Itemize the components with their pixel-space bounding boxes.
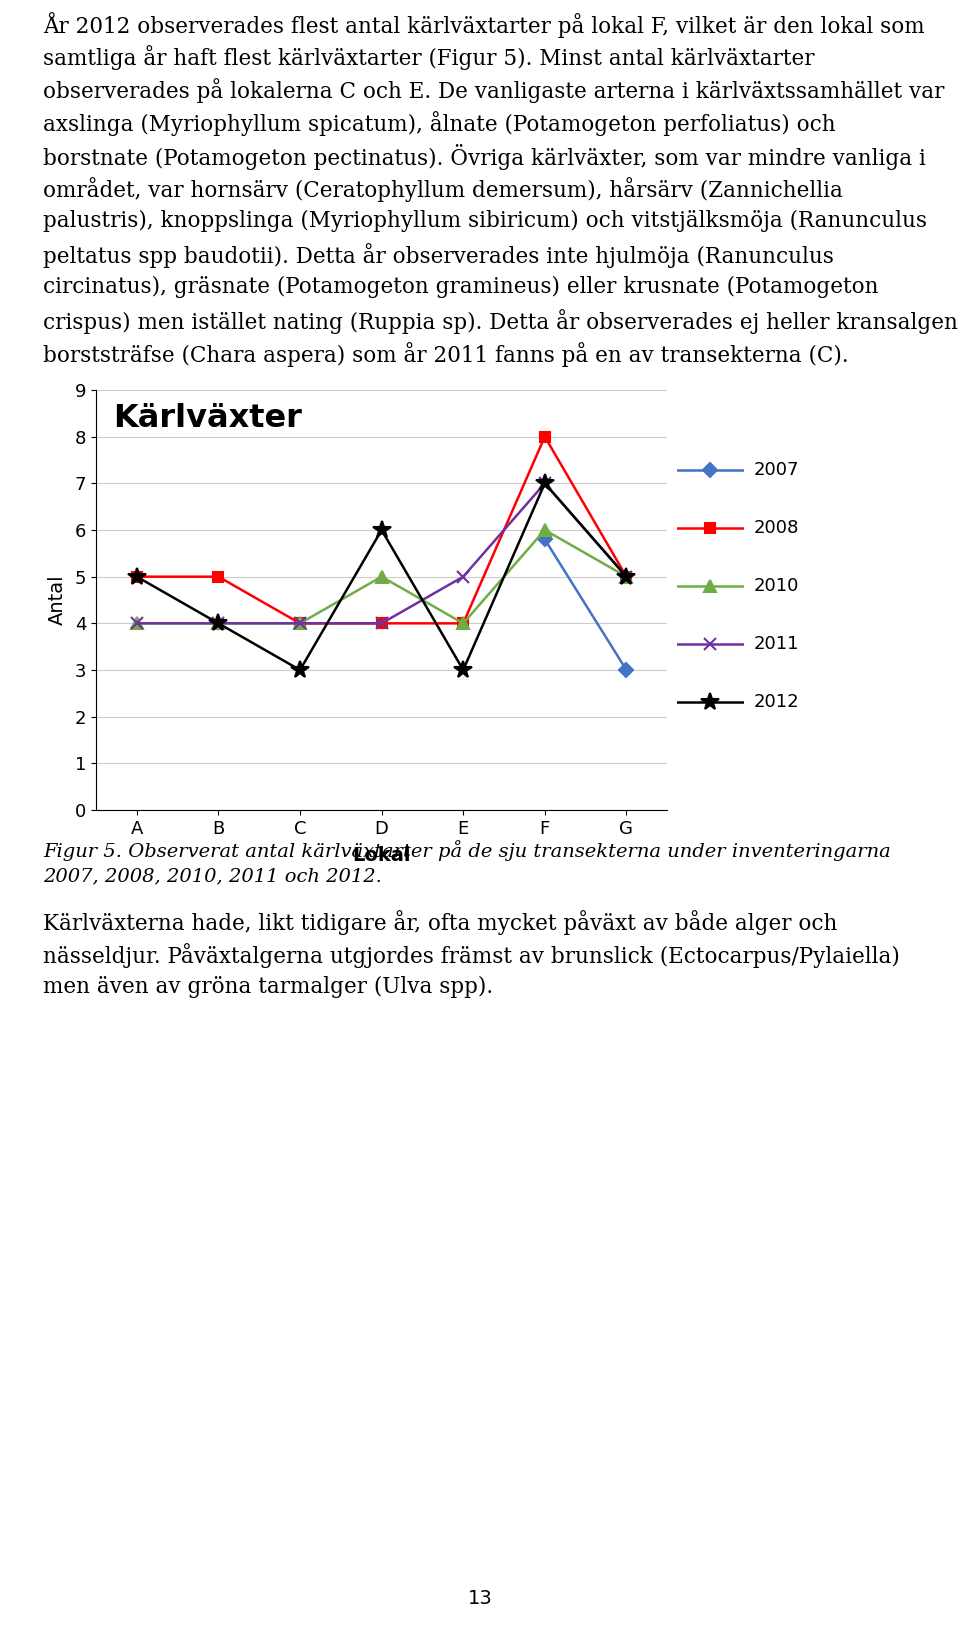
Text: palustris), knoppslinga (Myriophyllum sibiricum) och vitstjälksmöja (Ranunculus: palustris), knoppslinga (Myriophyllum si… [43, 210, 927, 231]
Text: 2010: 2010 [754, 577, 799, 595]
Text: borststräfse (Chara aspera) som år 2011 fanns på en av transekterna (C).: borststräfse (Chara aspera) som år 2011 … [43, 342, 849, 367]
Text: 2007: 2007 [754, 461, 799, 479]
Text: Figur 5. Observerat antal kärlväxtarter på de sju transekterna under inventering: Figur 5. Observerat antal kärlväxtarter … [43, 841, 891, 862]
Text: circinatus), gräsnate (Potamogeton gramineus) eller krusnate (Potamogeton: circinatus), gräsnate (Potamogeton grami… [43, 275, 878, 298]
Y-axis label: Antal: Antal [47, 575, 66, 626]
Text: området, var hornsärv (Ceratophyllum demersum), hårsärv (Zannichellia: området, var hornsärv (Ceratophyllum dem… [43, 178, 843, 202]
Text: 2008: 2008 [754, 520, 799, 538]
Text: nässeldjur. Påväxtalgerna utgjordes främst av brunslick (Ectocarpus/Pylaiella): nässeldjur. Påväxtalgerna utgjordes främ… [43, 943, 900, 968]
Text: År 2012 observerades flest antal kärlväxtarter på lokal F, vilket är den lokal s: År 2012 observerades flest antal kärlväx… [43, 11, 924, 37]
Text: Kärlväxterna hade, likt tidigare år, ofta mycket påväxt av både alger och: Kärlväxterna hade, likt tidigare år, oft… [43, 911, 837, 935]
Text: 2011: 2011 [754, 635, 799, 653]
X-axis label: Lokal: Lokal [352, 845, 411, 865]
Text: 2007, 2008, 2010, 2011 och 2012.: 2007, 2008, 2010, 2011 och 2012. [43, 867, 382, 885]
Text: axslinga (Myriophyllum spicatum), ålnate (Potamogeton perfoliatus) och: axslinga (Myriophyllum spicatum), ålnate… [43, 111, 836, 135]
Text: samtliga år haft flest kärlväxtarter (Figur 5). Minst antal kärlväxtarter: samtliga år haft flest kärlväxtarter (Fi… [43, 46, 815, 70]
Text: crispus) men istället nating (Ruppia sp). Detta år observerades ej heller kransa: crispus) men istället nating (Ruppia sp)… [43, 310, 958, 334]
Text: men även av gröna tarmalger (Ulva spp).: men även av gröna tarmalger (Ulva spp). [43, 976, 493, 999]
Text: 13: 13 [468, 1588, 492, 1608]
Text: 2012: 2012 [754, 692, 800, 710]
Text: Kärlväxter: Kärlväxter [113, 402, 302, 433]
Text: observerades på lokalerna C och E. De vanligaste arterna i kärlväxtssamhället va: observerades på lokalerna C och E. De va… [43, 78, 945, 103]
Text: borstnate (Potamogeton pectinatus). Övriga kärlväxter, som var mindre vanliga i: borstnate (Potamogeton pectinatus). Övri… [43, 143, 926, 169]
Text: peltatus spp baudotii). Detta år observerades inte hjulmöja (Ranunculus: peltatus spp baudotii). Detta år observe… [43, 243, 834, 267]
